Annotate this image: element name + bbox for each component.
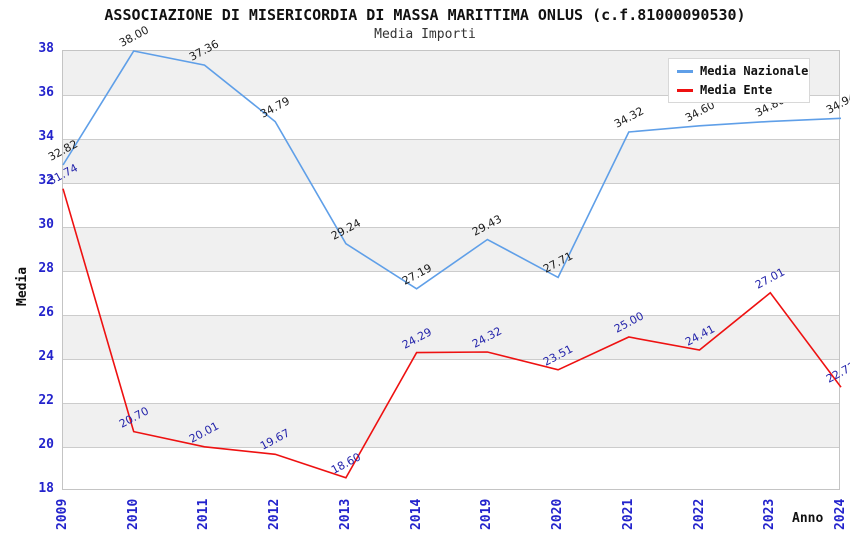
series-line-media-ente xyxy=(62,188,842,479)
y-tick-label: 30 xyxy=(38,217,54,232)
y-tick-label: 38 xyxy=(38,41,54,56)
x-tick-label: 2010 xyxy=(125,498,141,530)
gridline xyxy=(63,315,839,316)
legend-item: Media Ente xyxy=(677,83,801,97)
x-tick-label: 2009 xyxy=(55,498,70,530)
series-line-media-nazionale xyxy=(62,50,842,290)
plot-area: 32.82 38.00 37.36 34.79 29.24 27.19 29.43 27.71… xyxy=(46,23,850,490)
y-tick-label: 22 xyxy=(38,393,54,408)
x-tick-label: 2012 xyxy=(267,498,283,530)
x-tick-label: 2019 xyxy=(479,498,495,530)
gridline xyxy=(63,95,839,96)
gridline xyxy=(63,139,839,140)
y-tick-label: 32 xyxy=(38,173,54,188)
y-tick-label: 18 xyxy=(38,481,54,496)
gridline xyxy=(63,403,839,404)
x-tick-label: 2022 xyxy=(691,498,707,530)
y-tick-label: 36 xyxy=(38,85,54,100)
x-tick-label: 2023 xyxy=(762,498,778,530)
legend-label: Media Ente xyxy=(700,83,773,97)
chart-title: ASSOCIAZIONE DI MISERICORDIA DI MASSA MA… xyxy=(104,6,746,24)
gridline xyxy=(63,271,839,272)
y-tick-label: 24 xyxy=(38,349,54,364)
gridline xyxy=(63,447,839,448)
legend-swatch xyxy=(677,69,693,73)
legend-label: Media Nazionale xyxy=(700,64,809,78)
x-tick-label: 2013 xyxy=(337,498,353,530)
x-tick-label: 2024 xyxy=(833,498,848,530)
legend: Media Nazionale Media Ente xyxy=(668,58,810,103)
x-tick-label: 2014 xyxy=(408,498,424,530)
chart-subtitle: Media Importi xyxy=(374,27,476,42)
y-tick-label: 28 xyxy=(38,261,54,276)
series-lines xyxy=(62,50,842,479)
gridline xyxy=(63,359,839,360)
legend-swatch xyxy=(677,88,693,92)
x-tick-label: 2011 xyxy=(196,498,212,530)
y-tick-label: 20 xyxy=(38,437,54,452)
x-tick-label: 2020 xyxy=(550,498,566,530)
gridline xyxy=(63,227,839,228)
y-tick-label: 26 xyxy=(38,305,54,320)
x-tick-label: 2021 xyxy=(620,498,636,530)
y-tick-label: 34 xyxy=(38,129,54,144)
legend-item: Media Nazionale xyxy=(677,64,808,78)
x-axis-title: Anno xyxy=(792,511,824,526)
gridline xyxy=(63,183,839,184)
